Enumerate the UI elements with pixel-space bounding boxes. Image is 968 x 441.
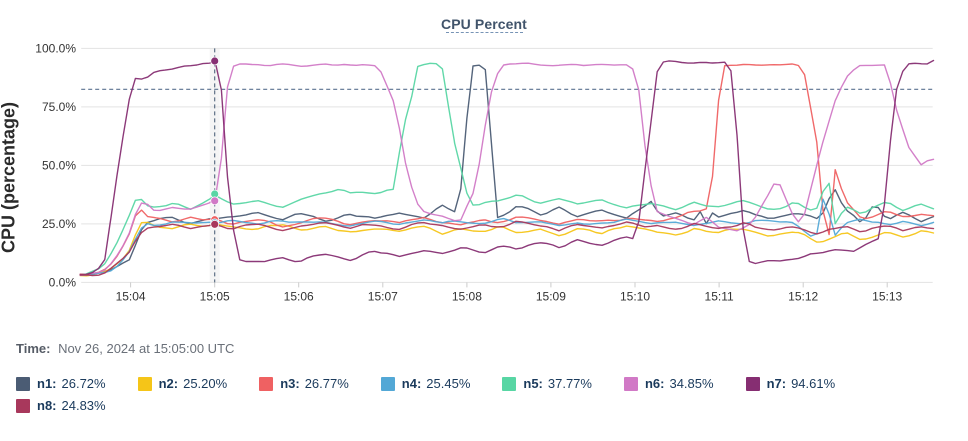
svg-text:15:07: 15:07 xyxy=(368,289,398,303)
svg-text:15:06: 15:06 xyxy=(284,289,314,303)
svg-text:15:11: 15:11 xyxy=(705,289,734,303)
svg-text:15:10: 15:10 xyxy=(620,289,650,303)
svg-text:15:12: 15:12 xyxy=(788,289,818,303)
svg-text:0.0%: 0.0% xyxy=(49,275,77,289)
svg-text:15:13: 15:13 xyxy=(872,289,902,303)
svg-text:25.0%: 25.0% xyxy=(42,217,76,231)
svg-text:15:04: 15:04 xyxy=(116,289,146,303)
svg-text:15:05: 15:05 xyxy=(200,289,230,303)
svg-text:100.0%: 100.0% xyxy=(35,41,76,55)
svg-text:75.0%: 75.0% xyxy=(42,100,76,114)
svg-text:15:09: 15:09 xyxy=(536,289,566,303)
svg-text:50.0%: 50.0% xyxy=(42,158,76,172)
svg-text:15:08: 15:08 xyxy=(452,289,482,303)
